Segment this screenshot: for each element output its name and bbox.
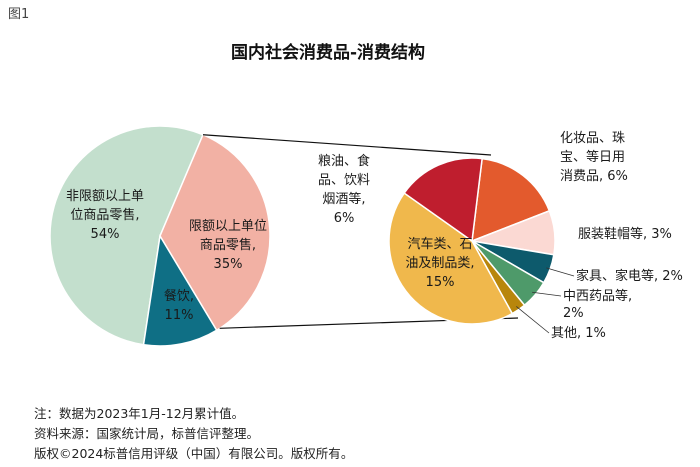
- note-data-period: 注：数据为2023年1月-12月累计值。: [34, 406, 245, 421]
- leader-line: [516, 306, 550, 334]
- connector-line-top: [202, 134, 492, 156]
- note-copyright: 版权©2024标普信用评级（中国）有限公司。版权所有。: [34, 446, 354, 461]
- sub-slice-化妆品珠宝等日用消费品6: [471, 157, 551, 243]
- note-source: 资料来源：国家统计局，标普信评整理。: [34, 426, 260, 441]
- slice-labels: 非限额以上单位商品零售, 54% 限额以上单位商品零售, 35% 餐饮, 11% 化妆品、珠…: [66, 131, 683, 341]
- sub-slice-粮油食品饮料烟酒等6: [403, 157, 483, 243]
- sub-label-化妆品珠宝等日用消费品6: 化妆品、珠宝、等日用消费品, 6%: [560, 131, 628, 184]
- sub-label-其他1: 其他, 1%: [551, 326, 606, 341]
- chart-figure: 图1 国内社会消费品-消费结构 非限额以上单位商品零售, 54% 限额以上单位商品零…: [8, 7, 683, 347]
- sub-pie: [388, 157, 556, 325]
- main-slice-非限额以上单位商品零售: [49, 125, 204, 346]
- leader-line: [532, 291, 562, 297]
- notes: 注：数据为2023年1月-12月累计值。 资料来源：国家统计局，标普信评整理。 …: [34, 404, 353, 464]
- chart-title: 国内社会消费品-消费结构: [231, 42, 425, 63]
- label-non-limit-retail: 非限额以上单位商品零售, 54%: [66, 189, 144, 242]
- label-catering: 餐饮, 11%: [164, 288, 194, 323]
- main-pie: [49, 125, 271, 347]
- sub-label-服装鞋帽等3: 服装鞋帽等, 3%: [578, 226, 672, 242]
- label-limit-retail: 限额以上单位商品零售, 35%: [189, 219, 267, 272]
- figure-label: 图1: [8, 7, 29, 22]
- leader-line: [546, 267, 575, 277]
- sub-label-中西药品等2: 中西药品等, 2%: [563, 288, 632, 321]
- sub-label-汽车类石油及制品类15: 汽车类、石油及制品类, 15%: [405, 236, 474, 290]
- sub-label-粮油食品饮料烟酒等6: 粮油、食品、饮料烟酒等, 6%: [318, 153, 370, 226]
- main-slice-餐饮: [142, 233, 218, 347]
- sub-label-家具家电等2: 家具、家电等, 2%: [576, 268, 683, 284]
- sub-slice-汽车类石油及制品类15: [388, 192, 514, 325]
